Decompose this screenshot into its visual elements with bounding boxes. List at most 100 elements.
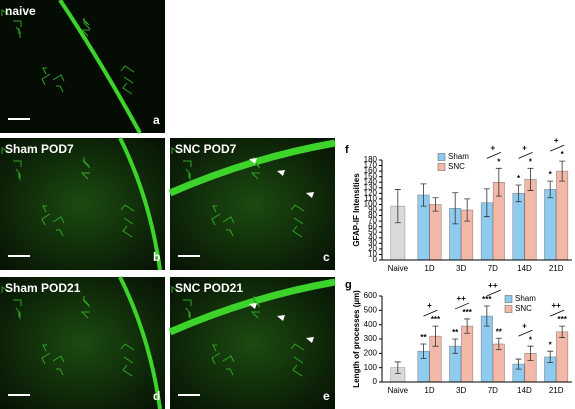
y-tick-label: 70: [368, 216, 377, 225]
axes: [381, 160, 572, 261]
process: [122, 364, 133, 377]
comparison-marker: +: [522, 321, 527, 330]
error-bar: [452, 338, 459, 354]
significance-marker: **: [420, 333, 427, 342]
process: [183, 299, 192, 306]
error-bar: [547, 350, 554, 364]
comparison-line: [486, 151, 501, 159]
process: [212, 205, 217, 213]
error-bar: [452, 192, 459, 225]
micrograph-panel: naive a: [0, 0, 165, 134]
comparison-line: [486, 289, 501, 297]
y-tick-label: 0: [373, 377, 378, 386]
y-tick-label: 100: [364, 200, 378, 209]
bar: [556, 331, 569, 383]
process: [211, 213, 221, 226]
y-tick-label: 0: [373, 255, 378, 264]
arrowhead: [277, 315, 285, 321]
bar: [556, 170, 569, 261]
micrograph-panel: SNC POD21 e: [168, 277, 336, 409]
error-bar: [420, 343, 427, 359]
error-bar: [464, 318, 471, 334]
y-tick-label: 110: [364, 194, 377, 203]
micrograph-panel: SNC POD7 c: [168, 138, 336, 270]
process: [13, 20, 22, 27]
glial-edge: [168, 278, 336, 336]
legend-swatch: [437, 163, 446, 171]
y-tick-label: 300: [364, 334, 378, 343]
y-axis-title: Length of processes (µm): [352, 290, 361, 388]
y-axis-title: GFAP-IF Intensities: [352, 173, 361, 247]
glial-edge: [58, 0, 142, 134]
comparison-marker: +: [427, 301, 432, 310]
y-tick-label: 80: [368, 211, 377, 220]
process: [222, 216, 235, 224]
process: [250, 311, 260, 319]
process: [15, 26, 21, 38]
image-background: [0, 138, 165, 270]
significance-marker: **: [496, 327, 503, 336]
significance-marker: *: [529, 157, 533, 166]
bar: [544, 189, 557, 261]
process: [42, 344, 47, 352]
panel-label: SNC POD21: [175, 281, 243, 295]
process: [222, 355, 235, 363]
process: [185, 168, 191, 180]
error-bar: [420, 183, 427, 207]
comparison-line: [518, 329, 533, 337]
error-bar: [464, 198, 471, 222]
y-tick-label: 20: [368, 244, 377, 253]
panel-letter: g: [345, 279, 352, 291]
comparison-line: [423, 309, 438, 317]
process: [171, 147, 181, 154]
process: [52, 355, 65, 363]
legend-swatch: [504, 305, 513, 313]
error-bar: [432, 325, 439, 347]
process: [123, 76, 134, 84]
y-tick-label: 400: [364, 320, 378, 329]
comparison-marker: +: [554, 136, 559, 145]
significance-marker: *: [549, 170, 553, 179]
arrowhead: [277, 170, 285, 176]
process: [1, 9, 11, 16]
process: [80, 29, 90, 37]
image-background: [170, 138, 335, 270]
process: [82, 159, 90, 167]
panel-label: naive: [5, 4, 36, 18]
arrowhead: [306, 192, 314, 198]
panel-letter: c: [323, 250, 330, 264]
significance-marker: ***: [462, 308, 472, 317]
y-tick-label: 60: [368, 222, 377, 231]
process: [15, 307, 21, 319]
glial-edge: [118, 276, 162, 409]
bar: [429, 204, 442, 261]
error-bar: [559, 325, 566, 338]
x-tick-label: Naive: [388, 386, 409, 395]
image-background: [170, 277, 335, 409]
bar: [524, 179, 537, 261]
process: [183, 160, 192, 167]
micrographs: naive a Sham POD7 b SNC POD7 c Sham POD21 d SNC …: [0, 0, 336, 409]
process: [290, 343, 305, 351]
micrograph-panel: Sham POD21 d: [0, 276, 165, 409]
process: [292, 225, 303, 238]
significance-marker: ***: [482, 295, 492, 304]
process: [122, 225, 133, 238]
panel-label: Sham POD7: [5, 142, 74, 156]
error-bar: [394, 361, 401, 374]
y-tick-label: 90: [368, 205, 377, 214]
y-tick-label: 50: [368, 227, 377, 236]
x-tick-label: 1D: [424, 264, 434, 273]
x-tick-label: 7D: [488, 264, 498, 273]
comparison-line: [550, 144, 565, 152]
legend-swatch: [504, 295, 513, 303]
image-background: [0, 277, 165, 409]
process: [1, 147, 11, 154]
process: [120, 65, 135, 73]
legend-label: Sham: [515, 294, 536, 303]
x-tick-label: 1D: [424, 386, 434, 395]
process: [52, 74, 65, 82]
legend-label: SNC: [515, 304, 532, 313]
comparison-line: [518, 151, 533, 159]
